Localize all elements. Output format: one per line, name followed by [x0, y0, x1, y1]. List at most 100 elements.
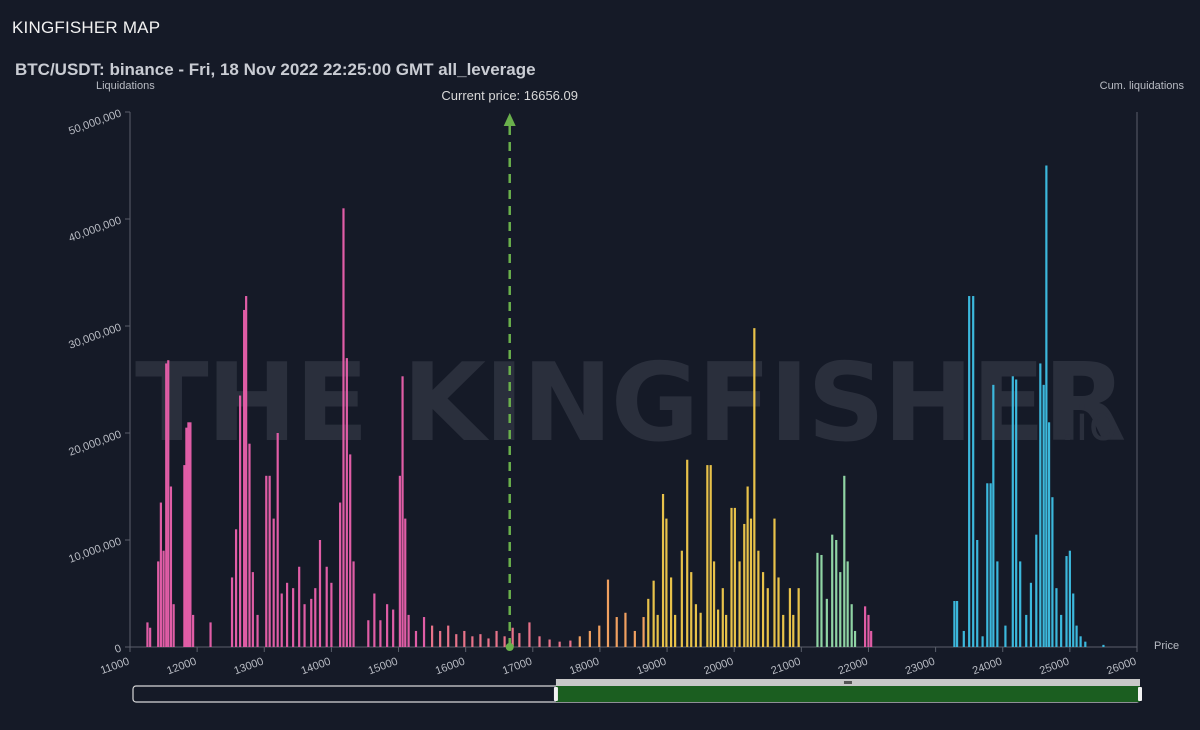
liquidation-bar — [1019, 561, 1022, 647]
liquidation-bar — [298, 566, 301, 647]
liquidation-bar — [310, 598, 313, 647]
liquidation-bar — [816, 552, 819, 647]
liquidation-bar — [738, 561, 741, 647]
liquidation-bar — [503, 636, 506, 647]
liquidation-bar — [652, 580, 655, 647]
liquidation-bar — [853, 630, 857, 647]
liquidation-bar — [782, 614, 785, 647]
liquidation-bar — [656, 614, 659, 647]
current-price-arrow — [503, 113, 516, 126]
liquidation-bar — [439, 630, 442, 647]
liquidation-bar — [955, 600, 959, 647]
liquidation-bar — [1042, 384, 1045, 647]
liquidation-bar — [694, 604, 698, 647]
liquidation-bar — [1065, 556, 1068, 647]
liquidation-bar — [725, 614, 728, 647]
liquidation-bar — [992, 384, 995, 647]
navigator-selected-range[interactable] — [555, 686, 1140, 702]
app-title: KINGFISHER MAP — [12, 18, 161, 37]
liquidation-bar — [548, 639, 551, 647]
current-price-dot — [505, 643, 514, 651]
navigator-grip-icon[interactable] — [843, 681, 852, 684]
x-tick-label: 21000 — [770, 656, 803, 678]
liquidation-bar — [699, 612, 702, 647]
liquidation-bar — [1075, 625, 1078, 647]
liquidation-bar — [234, 529, 238, 647]
liquidation-bar — [172, 604, 175, 647]
liquidation-bar — [401, 376, 404, 647]
liquidation-bar — [209, 622, 212, 647]
liquidation-bar — [962, 630, 965, 647]
x-tick-label: 24000 — [971, 656, 1004, 678]
liquidation-bar — [280, 593, 283, 647]
liquidation-bar — [518, 633, 521, 647]
y-tick-label: 20,000,000 — [67, 429, 123, 459]
x-tick-label: 22000 — [837, 656, 870, 678]
liquidation-bar — [831, 534, 834, 647]
x-tick-label: 13000 — [232, 656, 265, 678]
liquidation-bar — [850, 604, 853, 647]
liquidation-bar — [162, 550, 165, 647]
liquidation-bar — [1079, 636, 1082, 647]
liquidation-bar — [167, 360, 170, 647]
liquidation-bar — [251, 572, 254, 647]
liquidation-bar — [373, 593, 376, 647]
liquidation-bar — [303, 604, 306, 647]
liquidation-bar — [749, 518, 753, 647]
liquidation-bar — [285, 582, 289, 647]
liquidation-bar — [192, 614, 195, 647]
x-tick-label: 11000 — [99, 656, 131, 677]
liquidation-bar — [528, 622, 531, 647]
liquidation-bar — [864, 606, 867, 647]
liquidation-bar — [870, 630, 873, 647]
liquidation-bar — [185, 427, 188, 647]
liquidation-bar — [792, 614, 795, 647]
liquidation-bar — [1055, 588, 1058, 647]
y-tick-label: 10,000,000 — [67, 536, 123, 566]
liquidation-bar — [766, 588, 769, 647]
liquidation-bar — [149, 627, 152, 647]
y-tick-label: 40,000,000 — [67, 215, 123, 245]
liquidation-bar — [1102, 644, 1105, 647]
liquidation-bar — [345, 358, 348, 647]
liquidation-bar — [1068, 550, 1071, 647]
liquidation-bar — [1045, 165, 1048, 647]
watermark-suffix: .io — [1060, 396, 1118, 452]
x-tick-label: 15000 — [367, 656, 400, 678]
liquidation-bar — [538, 636, 541, 647]
liquidation-bar — [352, 561, 355, 647]
x-axis-label: Price — [1154, 640, 1179, 652]
liquidation-bar — [633, 630, 636, 647]
liquidation-bar — [706, 465, 709, 647]
liquidation-bar — [953, 600, 956, 647]
liquidation-bar — [349, 454, 352, 647]
liquidation-bar — [455, 634, 458, 647]
liquidation-bar — [379, 620, 382, 647]
liquidation-bar — [989, 483, 992, 647]
navigator-left-handle[interactable] — [553, 687, 558, 701]
y-axis-label: Liquidations — [96, 80, 155, 92]
liquidation-bar — [1039, 363, 1042, 647]
y-tick-label: 30,000,000 — [67, 322, 123, 352]
liquidation-bar — [773, 518, 776, 647]
liquidation-bar — [392, 609, 395, 647]
liquidation-bar — [743, 523, 746, 647]
liquidation-bar — [325, 566, 328, 647]
navigator-right-handle[interactable] — [1138, 687, 1142, 701]
y2-axis-label: Cum. liquidations — [1100, 80, 1185, 92]
liquidation-bar — [777, 577, 780, 647]
liquidation-bar — [753, 328, 756, 647]
liquidation-bar — [588, 630, 591, 647]
liquidation-bar — [187, 422, 190, 647]
liquidation-bar — [843, 475, 846, 647]
watermark-text: THE KINGFISHER — [135, 341, 1124, 466]
liquidation-bar — [1072, 593, 1075, 647]
y-tick-label: 50,000,000 — [67, 108, 123, 138]
liquidation-bar — [265, 475, 268, 647]
range-navigator[interactable] — [132, 679, 1142, 703]
liquidation-bar — [606, 579, 610, 647]
x-tick-label: 16000 — [434, 656, 467, 678]
x-tick-label: 14000 — [300, 656, 333, 678]
liquidation-bar — [1029, 582, 1033, 647]
